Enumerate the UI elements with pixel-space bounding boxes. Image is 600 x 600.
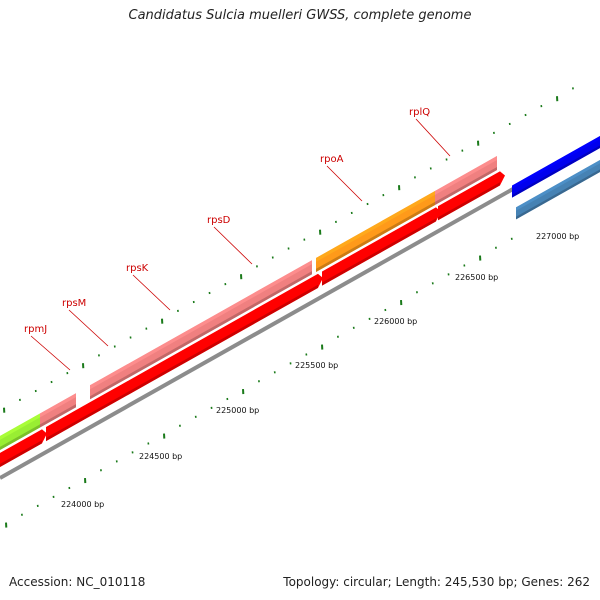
position-label-3: 225500 bp [295,361,338,370]
gene-bar-blue [512,136,600,198]
gene-features [0,136,600,467]
gene-label-rpsK: rpsK [126,263,149,274]
gene-arrow-lower-2 [82,396,105,421]
gene-bar-upper-3 [216,260,312,329]
gene-arrow-lower-3 [100,362,165,411]
position-label-1: 224500 bp [139,452,182,461]
leader-line-rpsM [68,309,109,347]
map-title: Candidatus Sulcia muelleri GWSS, complet… [128,8,472,23]
gene-arrow-lower-1 [46,406,87,442]
outer-tick-ring [3,87,574,413]
gene-bar-upper-2 [90,314,216,400]
gene-labels: rpmJ rpsM rpsK rpsD rpoA rplQ [24,107,451,371]
leader-line-rpoA [326,165,363,202]
gene-arrow-lower-0 [0,429,47,467]
gene-label-rpoA: rpoA [320,154,344,165]
leader-line-rplQ [415,118,451,157]
gene-arrow-lower-5 [222,273,323,342]
position-label-6: 227000 bp [536,232,579,241]
position-label-0: 224000 bp [61,500,104,509]
gene-label-rpsD: rpsD [207,215,231,226]
gene-bar-upper-4 [316,190,435,272]
inner-tick-ring [5,237,513,528]
genome-backbone [0,138,600,480]
gene-arrow-lower-6 [322,207,441,286]
gene-label-rplQ: rplQ [409,107,430,118]
leader-line-rpmJ [30,335,71,371]
gene-bar-upper-1 [40,393,76,428]
gene-arrow-lower-4 [160,327,227,377]
gene-label-rpmJ: rpmJ [24,324,47,335]
position-label-2: 225000 bp [216,406,259,415]
position-label-5: 226500 bp [455,273,498,282]
genome-summary-text: Topology: circular; Length: 245,530 bp; … [283,575,590,589]
gene-bar-upper-5 [435,156,497,205]
gene-arrow-lower-7 [438,171,505,221]
position-labels: 224000 bp 224500 bp 225000 bp 225500 bp 2260… [61,232,579,509]
gene-bar-upper-0 [0,413,40,450]
gene-label-rpsM: rpsM [62,298,86,309]
gene-bar-steelblue [516,160,600,220]
accession-text: Accession: NC_010118 [9,575,146,589]
position-label-4: 226000 bp [374,317,417,326]
leader-line-rpsD [213,226,253,265]
leader-line-rpsK [132,274,171,311]
